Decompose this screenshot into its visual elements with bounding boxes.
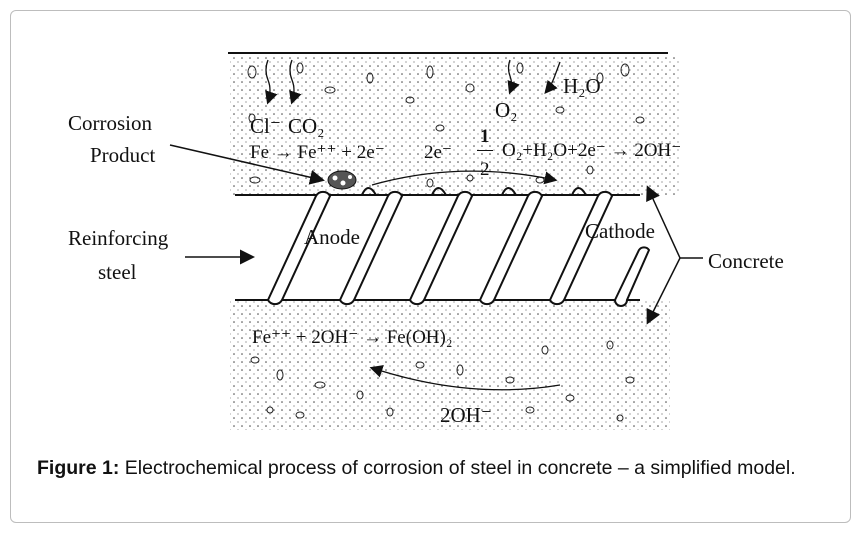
- electron-label: 2e⁻: [424, 142, 452, 163]
- fraction-bar: [477, 150, 493, 151]
- figure-caption-prefix: Figure 1:: [37, 457, 120, 479]
- reinforcing-steel-label-line2: steel: [98, 260, 137, 284]
- electron-flow-arrow: [371, 170, 558, 186]
- precipitation-equation: Fe⁺⁺ + 2OH⁻ → Fe(OH)₂: [252, 327, 453, 348]
- cathode-label: Cathode: [585, 219, 655, 243]
- fraction-numerator: 1: [480, 126, 490, 147]
- corrosion-product-label-line2: Product: [90, 143, 156, 167]
- reinforcing-steel-bar: [235, 187, 651, 307]
- fraction-denominator: 2: [480, 159, 490, 180]
- o2-label: O₂: [495, 98, 518, 122]
- chloride-label: Cl⁻: [250, 114, 281, 138]
- hydroxide-flow-label: 2OH⁻: [440, 403, 492, 427]
- concrete-bracket: [646, 185, 703, 325]
- ingress-arrows: [265, 59, 561, 105]
- cathodic-equation: O₂+H₂O+2e⁻ → 2OH⁻: [502, 140, 682, 161]
- reinforcing-steel-label-line1: Reinforcing: [68, 226, 169, 250]
- figure-caption: Figure 1: Electrochemical process of cor…: [37, 455, 827, 481]
- corrosion-product-label-line1: Corrosion: [68, 111, 152, 135]
- co2-label: CO₂: [288, 114, 325, 138]
- anode-label: Anode: [304, 225, 360, 249]
- anodic-equation: Fe → Fe⁺⁺ + 2e⁻: [250, 142, 385, 163]
- corrosion-product-leader: [169, 144, 325, 185]
- hydroxide-flow-arrow: [369, 365, 561, 391]
- concrete-label: Concrete: [708, 249, 784, 273]
- concrete-bottom-region: [230, 300, 670, 430]
- h2o-label: H₂O: [563, 74, 601, 98]
- corrosion-diagram: [169, 52, 703, 430]
- figure-caption-text: Electrochemical process of corrosion of …: [124, 457, 796, 479]
- corrosion-product-deposit: [327, 170, 357, 190]
- aggregate-particles: [247, 62, 645, 422]
